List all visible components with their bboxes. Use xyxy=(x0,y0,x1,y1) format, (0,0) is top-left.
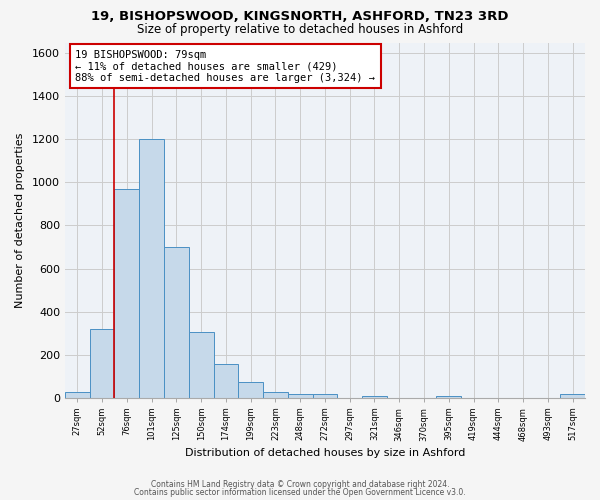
Bar xyxy=(238,382,263,398)
Text: Size of property relative to detached houses in Ashford: Size of property relative to detached ho… xyxy=(137,22,463,36)
Text: Contains public sector information licensed under the Open Government Licence v3: Contains public sector information licen… xyxy=(134,488,466,497)
Text: 19 BISHOPSWOOD: 79sqm
← 11% of detached houses are smaller (429)
88% of semi-det: 19 BISHOPSWOOD: 79sqm ← 11% of detached … xyxy=(76,50,376,83)
Y-axis label: Number of detached properties: Number of detached properties xyxy=(15,132,25,308)
Text: Contains HM Land Registry data © Crown copyright and database right 2024.: Contains HM Land Registry data © Crown c… xyxy=(151,480,449,489)
Bar xyxy=(362,396,387,398)
Bar xyxy=(115,189,139,398)
Bar xyxy=(89,329,115,398)
Bar xyxy=(313,394,337,398)
Bar xyxy=(214,364,238,398)
Bar xyxy=(263,392,288,398)
Bar xyxy=(65,392,89,398)
Bar xyxy=(164,247,189,398)
X-axis label: Distribution of detached houses by size in Ashford: Distribution of detached houses by size … xyxy=(185,448,465,458)
Bar xyxy=(288,394,313,398)
Bar xyxy=(560,394,585,398)
Text: 19, BISHOPSWOOD, KINGSNORTH, ASHFORD, TN23 3RD: 19, BISHOPSWOOD, KINGSNORTH, ASHFORD, TN… xyxy=(91,10,509,23)
Bar xyxy=(139,140,164,398)
Bar xyxy=(436,396,461,398)
Bar xyxy=(189,332,214,398)
